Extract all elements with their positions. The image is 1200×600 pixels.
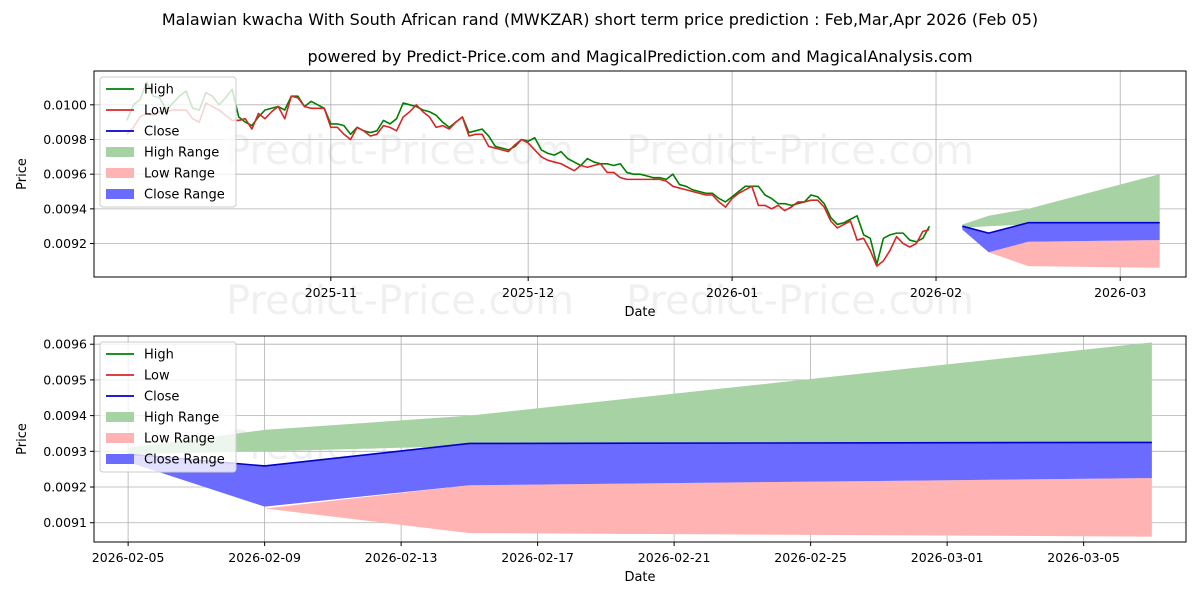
legend-swatch xyxy=(106,147,134,157)
legend: High Low Close High Range Low Range Close Ran… xyxy=(99,76,237,208)
close-range-band xyxy=(128,442,1152,507)
y-tick-label: 0.0094 xyxy=(43,408,87,423)
y-axis-label: Price xyxy=(15,158,30,190)
legend-item-low: Low xyxy=(106,369,170,384)
y-tick-label: 0.0098 xyxy=(43,132,87,147)
chart-subtitle: powered by Predict-Price.com and Magical… xyxy=(307,47,972,66)
y-tick-label: 0.0095 xyxy=(43,372,87,387)
prediction-zoom-panel: Predict-Price.comPredict-Price.com2026-0… xyxy=(15,335,1187,585)
x-tick-label: 2026-02-17 xyxy=(501,550,574,565)
legend-swatch xyxy=(106,433,134,443)
x-tick-label: 2026-02-09 xyxy=(228,550,301,565)
x-tick-label: 2026-03-01 xyxy=(911,550,984,565)
legend-label: Low Range xyxy=(144,167,215,182)
x-tick-label: 2026-02-21 xyxy=(638,550,711,565)
x-tick-label: 2026-03 xyxy=(1094,285,1146,300)
low-range-band xyxy=(962,227,1160,268)
legend-item-high: High xyxy=(106,83,174,98)
high-range-band xyxy=(962,174,1160,228)
legend-swatch xyxy=(106,454,134,464)
y-tick-label: 0.0094 xyxy=(43,201,87,216)
y-tick-label: 0.0093 xyxy=(43,444,87,459)
x-axis-label: Date xyxy=(624,305,655,320)
legend-label: Low xyxy=(144,104,170,119)
x-tick-label: 2026-01 xyxy=(706,285,758,300)
price-history-panel: Predict-Price.com Predict-Price.com Predic… xyxy=(15,70,1187,324)
legend-item-high: High xyxy=(106,348,174,363)
x-tick-label: 2025-12 xyxy=(502,285,554,300)
legend-label: Close Range xyxy=(144,453,225,468)
y-tick-label: 0.0091 xyxy=(43,515,87,530)
legend: High Low Close High Range Low Range Close Ran… xyxy=(99,341,237,473)
watermark-1: Predict-Price.com xyxy=(626,128,974,174)
plot-area xyxy=(128,342,1152,537)
x-tick-label: 2026-02-05 xyxy=(92,550,165,565)
legend-label: Low xyxy=(144,369,170,384)
legend-item-high-range: High Range xyxy=(106,411,219,426)
close-line xyxy=(962,221,1160,234)
x-axis-label: Date xyxy=(624,570,655,585)
y-tick-label: 0.0096 xyxy=(43,167,87,182)
watermark-2: Predict-Price.com xyxy=(226,278,574,324)
chart-title: Malawian kwacha With South African rand … xyxy=(162,10,1038,29)
plot-area xyxy=(126,81,1160,268)
x-tick-label: 2026-02-13 xyxy=(365,550,438,565)
close-range-band xyxy=(962,222,1160,253)
x-tick-label: 2026-02-25 xyxy=(774,550,847,565)
low-range-band xyxy=(128,460,1152,537)
watermark-0: Predict-Price.com xyxy=(226,128,574,174)
legend-label: High Range xyxy=(144,146,219,161)
legend-item-low-range: Low Range xyxy=(106,432,215,447)
y-tick-label: 0.0092 xyxy=(43,236,87,251)
legend-item-close-range: Close Range xyxy=(106,188,225,203)
legend-item-close-range: Close Range xyxy=(106,453,225,468)
y-axis-label: Price xyxy=(15,423,30,455)
legend-label: Close xyxy=(144,390,179,405)
watermark-3: Predict-Price.com xyxy=(626,278,974,324)
legend-swatch xyxy=(106,412,134,422)
legend-item-low-range: Low Range xyxy=(106,167,215,182)
x-tick-label: 2026-02 xyxy=(910,285,962,300)
high-range-band xyxy=(128,342,1152,455)
legend-item-close: Close xyxy=(106,390,179,405)
y-tick-label: 0.0092 xyxy=(43,480,87,495)
axes-frame xyxy=(93,335,1187,543)
legend-label: Close xyxy=(144,125,179,140)
y-tick-label: 0.0096 xyxy=(43,337,87,352)
legend-label: High xyxy=(144,348,174,363)
legend-label: High xyxy=(144,83,174,98)
legend-item-high-range: High Range xyxy=(106,146,219,161)
legend-item-close: Close xyxy=(106,125,179,140)
x-tick-label: 2026-03-05 xyxy=(1047,550,1120,565)
legend-item-low: Low xyxy=(106,104,170,119)
legend-swatch xyxy=(106,189,134,199)
close-series xyxy=(962,221,1160,234)
x-tick-label: 2025-11 xyxy=(305,285,357,300)
legend-label: Low Range xyxy=(144,432,215,447)
legend-label: Close Range xyxy=(144,188,225,203)
legend-swatch xyxy=(106,168,134,178)
y-tick-label: 0.0100 xyxy=(43,97,87,112)
legend-label: High Range xyxy=(144,411,219,426)
